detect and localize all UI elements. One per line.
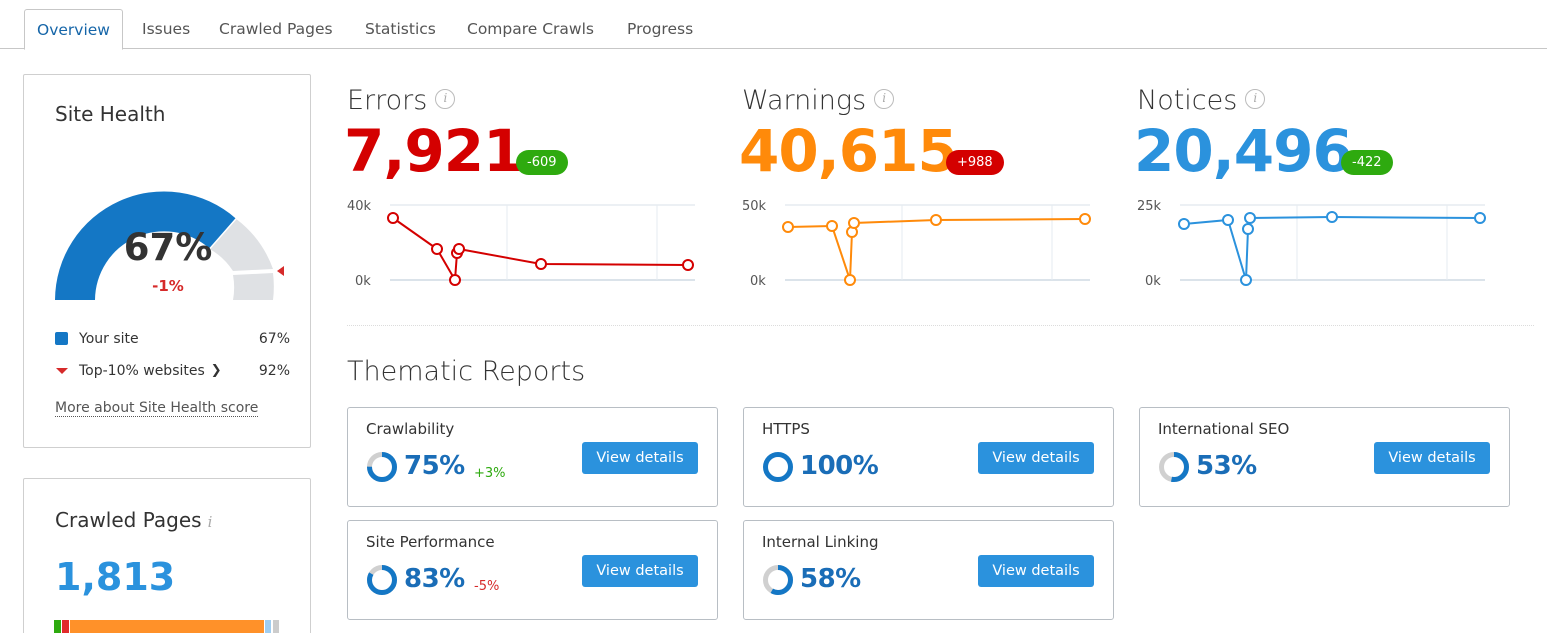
your-site-swatch — [55, 332, 68, 345]
view-details-button[interactable]: View details — [978, 555, 1094, 587]
view-details-button[interactable]: View details — [582, 555, 698, 587]
report-card-crawlability: Crawlability 75% +3% View details — [347, 407, 718, 507]
donut-83-icon — [367, 565, 397, 595]
report-card-international-seo: International SEO 53% View details — [1139, 407, 1510, 507]
report-delta: -5% — [474, 579, 500, 594]
warnings-delta-badge: +988 — [946, 150, 1004, 175]
errors-chart[interactable]: 40k 0k — [347, 195, 707, 290]
tab-bar: Overview Issues Crawled Pages Statistics… — [0, 0, 1547, 50]
info-icon[interactable]: i — [207, 513, 213, 531]
warnings-chart[interactable]: 50k 0k — [742, 195, 1102, 290]
crawled-pages-title: Crawled Pages i — [55, 508, 213, 532]
report-name: HTTPS — [762, 420, 810, 438]
crawled-pages-bar[interactable] — [54, 620, 280, 633]
warnings-title: Warnings i — [742, 85, 895, 116]
donut-100-icon — [763, 452, 793, 482]
svg-text:40k: 40k — [347, 199, 372, 214]
tab-overview[interactable]: Overview — [24, 9, 123, 50]
svg-text:25k: 25k — [1137, 199, 1162, 214]
errors-delta-badge: -609 — [516, 150, 568, 175]
site-health-score: 67% — [123, 226, 213, 269]
bar-segment-healthy[interactable] — [54, 620, 61, 633]
warnings-count[interactable]: 40,615 — [739, 117, 958, 185]
chevron-down-icon[interactable]: ❯ — [210, 363, 222, 378]
warnings-metric: Warnings i 40,615 +988 50k 0k — [739, 85, 1112, 295]
bar-segment-blocked[interactable] — [273, 620, 279, 633]
crawled-pages-card: Crawled Pages i 1,813 — [23, 478, 311, 633]
legend-your-site: Your site 67% — [55, 329, 290, 349]
crawled-pages-count[interactable]: 1,813 — [55, 555, 176, 599]
report-card-site-performance: Site Performance 83% -5% View details — [347, 520, 718, 620]
view-details-button[interactable]: View details — [1374, 442, 1490, 474]
report-percent: 58% — [800, 564, 861, 594]
report-card-internal-linking: Internal Linking 58% View details — [743, 520, 1114, 620]
errors-count[interactable]: 7,921 — [344, 117, 523, 185]
donut-75-icon — [367, 452, 397, 482]
donut-53-icon — [1159, 452, 1189, 482]
tab-progress[interactable]: Progress — [627, 20, 694, 38]
svg-text:0k: 0k — [355, 274, 371, 289]
notices-chart[interactable]: 25k 0k — [1137, 195, 1497, 290]
errors-title: Errors i — [347, 85, 456, 116]
notices-metric: Notices i 20,496 -422 25k 0k — [1134, 85, 1507, 295]
section-divider — [347, 325, 1534, 326]
notices-count[interactable]: 20,496 — [1134, 117, 1353, 185]
bar-segment-broken[interactable] — [62, 620, 69, 633]
report-percent: 53% — [1196, 451, 1257, 481]
site-health-card: Site Health 67% -1% Your site 67% Top-10… — [23, 74, 311, 448]
notices-delta-badge: -422 — [1341, 150, 1393, 175]
site-health-title: Site Health — [55, 102, 166, 126]
report-name: International SEO — [1158, 420, 1290, 438]
report-percent: 83% — [404, 564, 465, 594]
info-icon[interactable]: i — [874, 88, 895, 109]
more-about-site-health-link[interactable]: More about Site Health score — [55, 400, 259, 417]
notices-title: Notices i — [1137, 85, 1266, 116]
report-percent: 100% — [800, 451, 879, 481]
svg-text:0k: 0k — [750, 274, 766, 289]
bar-segment-redirected[interactable] — [265, 620, 271, 633]
report-delta: +3% — [474, 466, 506, 481]
view-details-button[interactable]: View details — [582, 442, 698, 474]
thematic-reports-title: Thematic Reports — [347, 356, 586, 387]
report-name: Crawlability — [366, 420, 455, 438]
site-health-delta: -1% — [152, 277, 184, 295]
triangle-down-icon — [56, 368, 68, 374]
report-name: Internal Linking — [762, 533, 879, 551]
bar-segment-have-issues[interactable] — [70, 620, 264, 633]
view-details-button[interactable]: View details — [978, 442, 1094, 474]
tab-compare-crawls[interactable]: Compare Crawls — [467, 20, 594, 38]
legend-top-10[interactable]: Top-10% websites ❯ 92% — [55, 361, 290, 381]
site-health-gauge — [55, 191, 284, 300]
errors-metric: Errors i 7,921 -609 40k 0k — [344, 85, 717, 295]
tab-issues[interactable]: Issues — [142, 20, 191, 38]
report-name: Site Performance — [366, 533, 495, 551]
donut-58-icon — [763, 565, 793, 595]
report-card-https: HTTPS 100% View details — [743, 407, 1114, 507]
tab-crawled-pages[interactable]: Crawled Pages — [219, 20, 333, 38]
report-percent: 75% — [404, 451, 465, 481]
tab-statistics[interactable]: Statistics — [365, 20, 436, 38]
info-icon[interactable]: i — [435, 88, 456, 109]
svg-text:0k: 0k — [1145, 274, 1161, 289]
svg-text:50k: 50k — [742, 199, 767, 214]
info-icon[interactable]: i — [1245, 88, 1266, 109]
